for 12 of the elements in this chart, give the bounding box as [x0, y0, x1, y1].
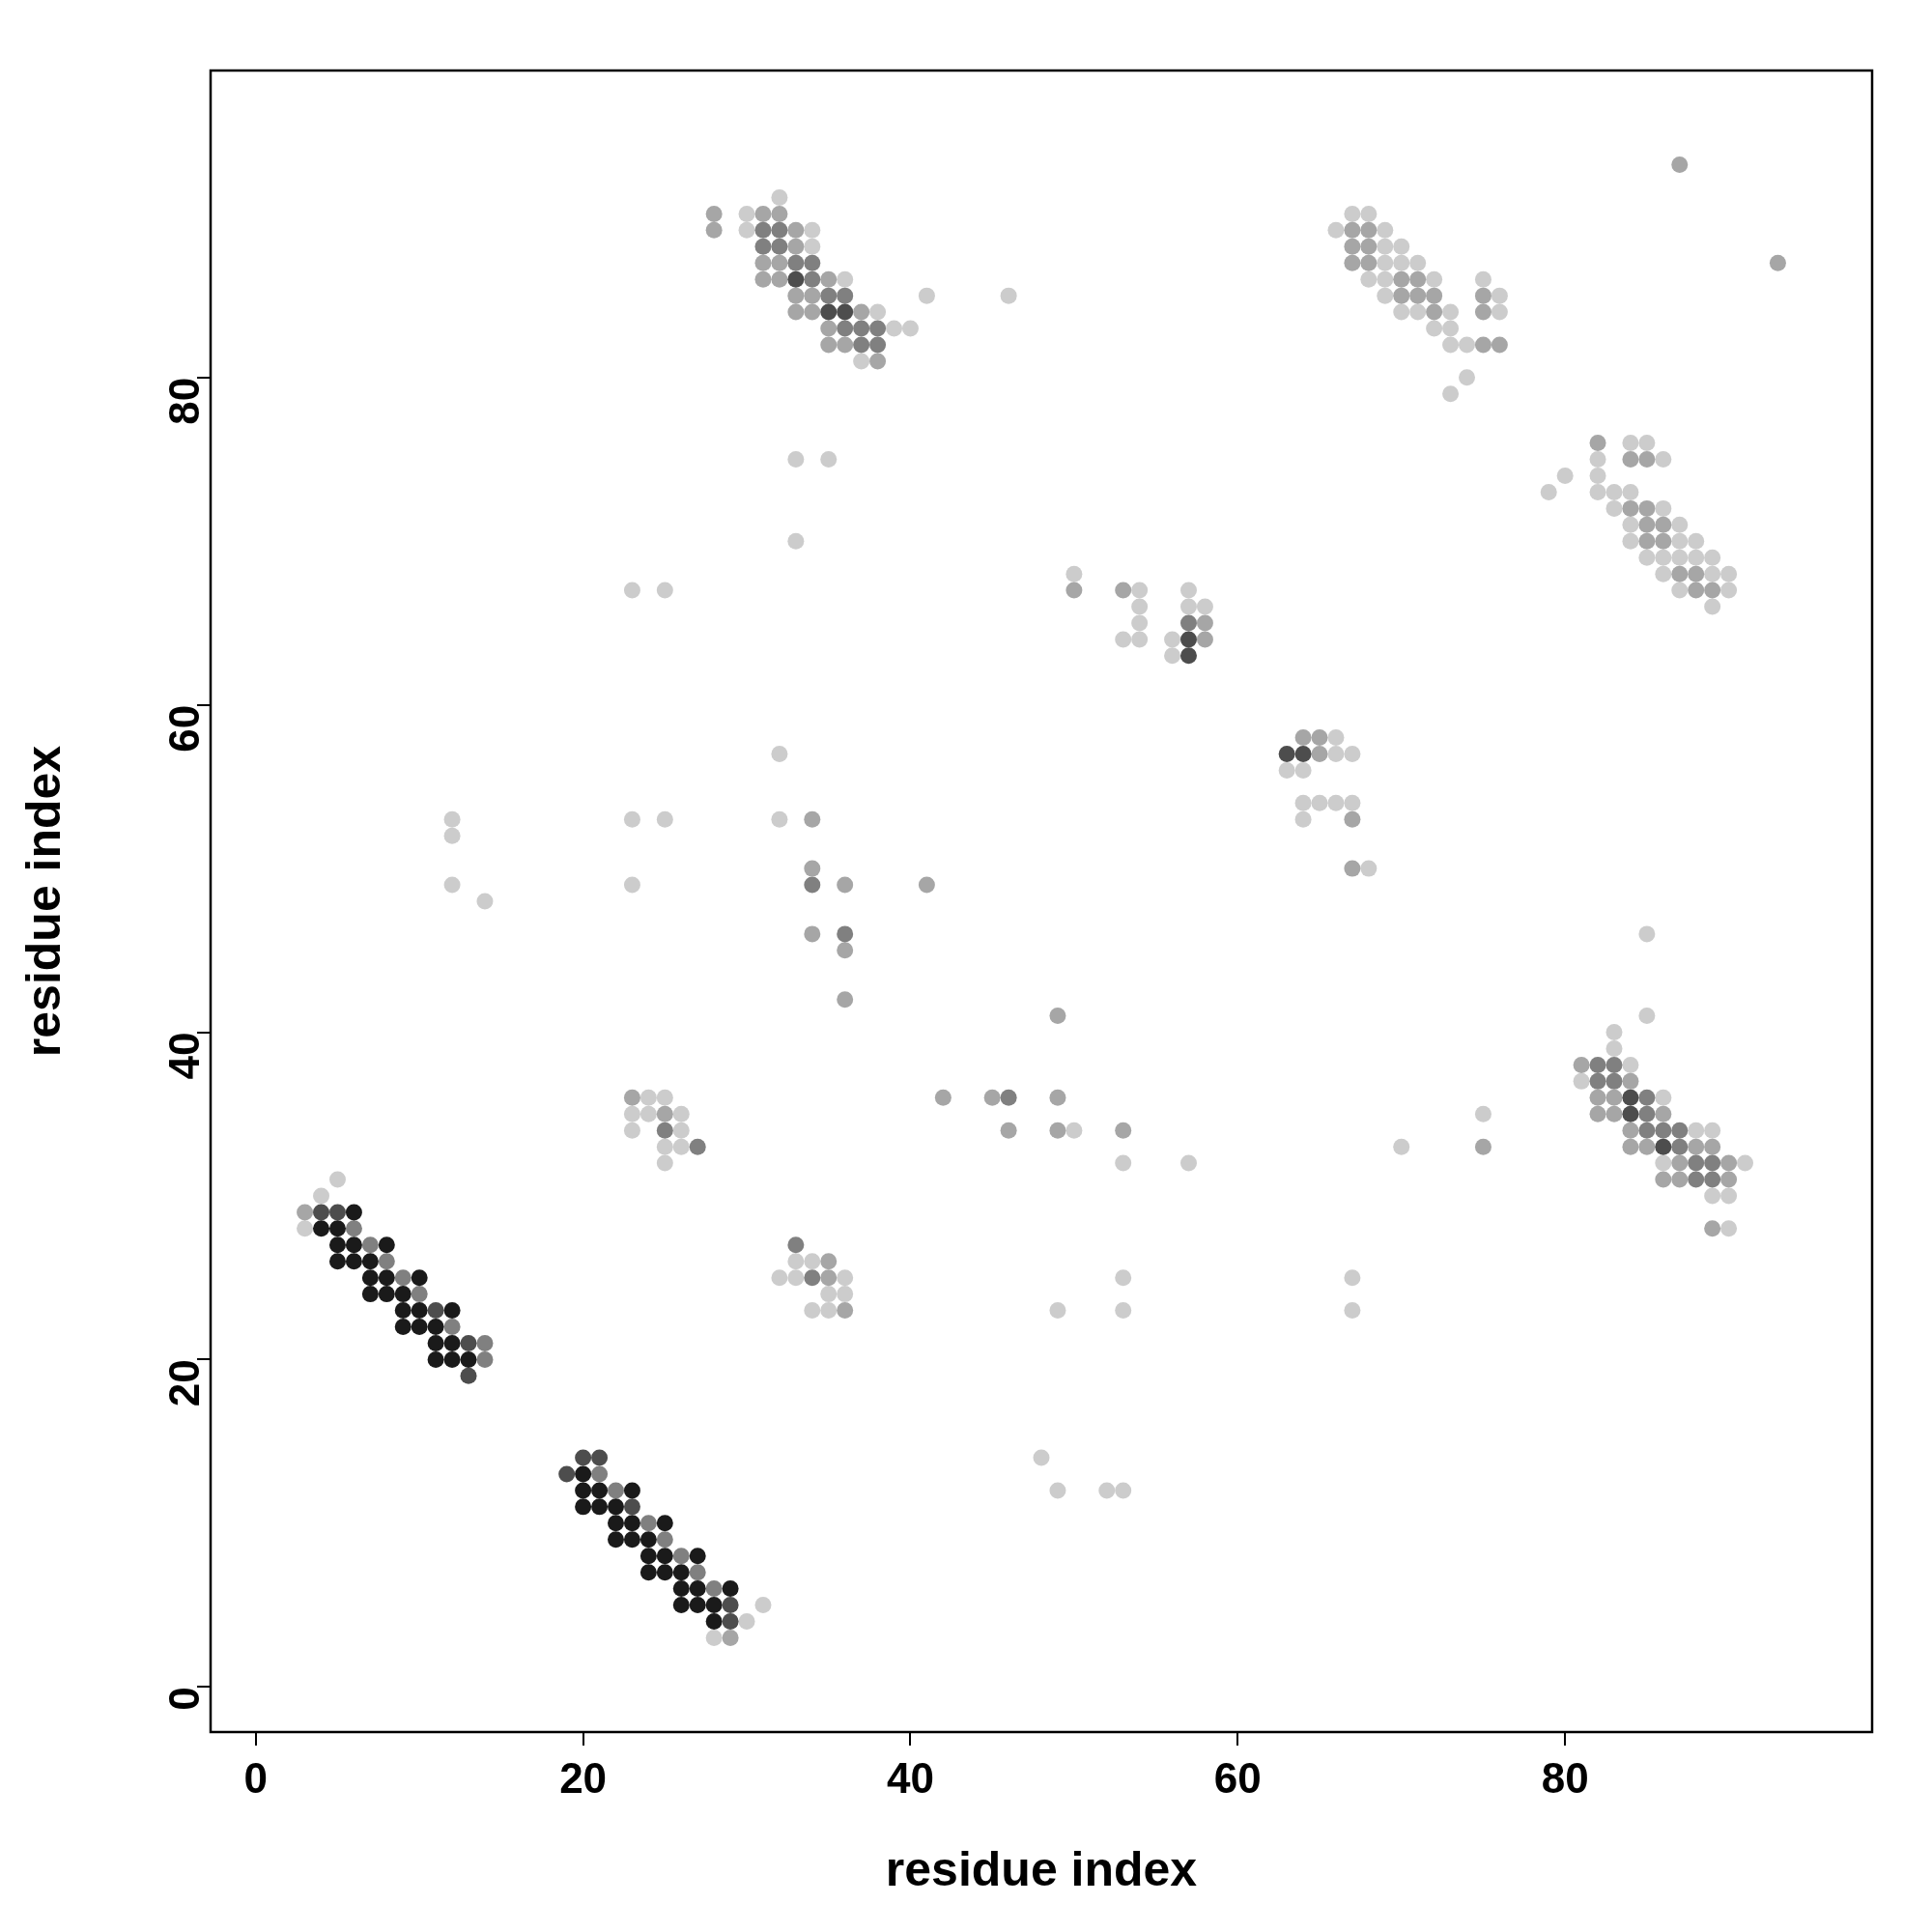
y-tick-label: 80 [160, 377, 209, 425]
y-axis-title: residue index [15, 745, 71, 1058]
x-tick-label: 20 [559, 1753, 608, 1802]
x-tick-label: 40 [886, 1753, 934, 1802]
y-tick-label: 0 [160, 1687, 209, 1711]
y-tick-label: 20 [160, 1359, 209, 1407]
x-axis-title: residue index [885, 1841, 1198, 1896]
x-tick-label: 80 [1541, 1753, 1589, 1802]
y-tick-label: 60 [160, 704, 209, 753]
y-tick-label: 40 [160, 1032, 209, 1080]
x-tick-label: 60 [1213, 1753, 1262, 1802]
x-tick-label: 0 [243, 1753, 268, 1802]
